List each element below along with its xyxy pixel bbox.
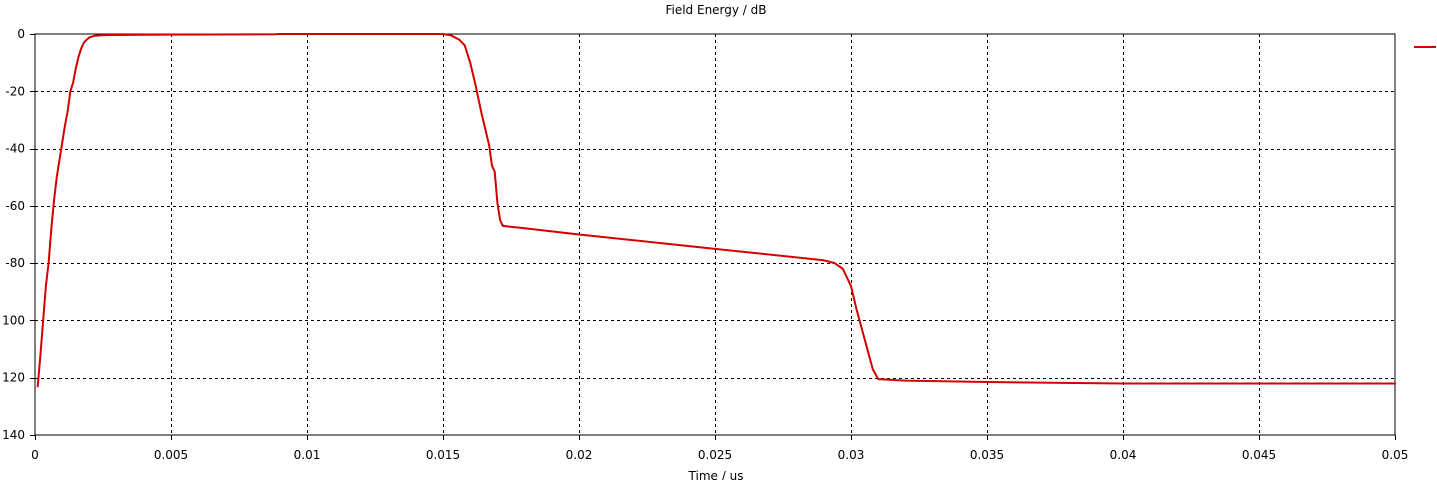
x-tick-label-9: 0.045 xyxy=(1242,448,1276,462)
x-tick-labels: 0 0.005 0.01 0.015 0.02 0.025 0.03 0.035 0.04 0.0… xyxy=(31,448,1408,462)
y-tick-labels: 0 -20 -40 -60 -80 100 120 140 xyxy=(2,27,25,442)
x-tick-label-10: 0.05 xyxy=(1382,448,1409,462)
y-tick-label-7: 140 xyxy=(2,428,25,442)
y-tick-label-3: -60 xyxy=(5,199,25,213)
x-tick-label-7: 0.035 xyxy=(970,448,1004,462)
y-tick-label-6: 120 xyxy=(2,371,25,385)
y-tick-label-4: -80 xyxy=(5,256,25,270)
series-layer xyxy=(36,33,1396,388)
x-tick-label-6: 0.03 xyxy=(838,448,865,462)
chart-title: Field Energy / dB xyxy=(665,3,766,17)
x-tick-label-2: 0.01 xyxy=(294,448,321,462)
series-line-1 xyxy=(36,33,1396,388)
x-axis-label: Time / us xyxy=(688,469,744,480)
x-tick-label-0: 0 xyxy=(31,448,39,462)
y-tick-label-0: 0 xyxy=(17,27,25,41)
x-tick-label-3: 0.015 xyxy=(426,448,460,462)
x-tick-label-5: 0.025 xyxy=(698,448,732,462)
x-tick-label-4: 0.02 xyxy=(566,448,593,462)
x-tick-label-1: 0.005 xyxy=(154,448,188,462)
grid xyxy=(35,34,1395,435)
y-tick-label-1: -20 xyxy=(5,84,25,98)
x-tick-label-8: 0.04 xyxy=(1110,448,1137,462)
tick-marks xyxy=(30,34,1396,440)
y-tick-label-2: -40 xyxy=(5,142,25,156)
y-tick-label-5: 100 xyxy=(2,313,25,327)
